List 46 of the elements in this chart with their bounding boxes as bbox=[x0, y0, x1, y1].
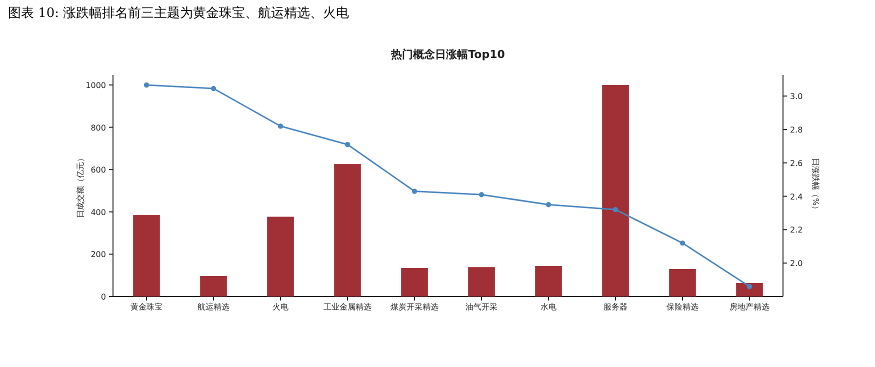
y-tick-label: 200 bbox=[90, 250, 106, 260]
point bbox=[210, 86, 216, 92]
point bbox=[546, 202, 552, 208]
point bbox=[278, 124, 284, 129]
bar bbox=[401, 268, 428, 296]
y-tick-label: 800 bbox=[90, 123, 106, 132]
x-tick-label: 水电 bbox=[540, 302, 556, 312]
x-tick-label: 航运精选 bbox=[198, 302, 230, 312]
y-tick-label: 600 bbox=[90, 166, 106, 175]
x-tick-label: 火电 bbox=[272, 302, 288, 312]
bar bbox=[468, 267, 495, 296]
point bbox=[612, 207, 618, 212]
x-tick-label: 服务器 bbox=[604, 302, 628, 312]
y-tick-label: 400 bbox=[90, 208, 106, 217]
y-tick-label: 0 bbox=[100, 292, 106, 302]
y2-tick-label: 2.8 bbox=[790, 125, 803, 134]
point bbox=[412, 188, 418, 194]
x-tick-label: 房地产精选 bbox=[730, 302, 770, 312]
y2-tick-label: 2.4 bbox=[790, 192, 803, 202]
x-tick-label: 黄金珠宝 bbox=[130, 302, 162, 312]
y-tick-label: 1000 bbox=[86, 80, 106, 90]
chart-subtitle: 热门概念日涨幅Top10 bbox=[390, 48, 506, 61]
point bbox=[144, 82, 150, 88]
x-tick-label: 保险精选 bbox=[666, 302, 698, 312]
point bbox=[478, 192, 484, 198]
point bbox=[746, 284, 752, 290]
bar bbox=[267, 216, 294, 296]
y2-tick-label: 3.0 bbox=[790, 92, 803, 102]
bar bbox=[736, 282, 763, 296]
bar bbox=[334, 164, 361, 296]
y2-tick-label: 2.6 bbox=[790, 158, 803, 168]
chart-title: 图表 10: 涨跌幅排名前三主题为黄金珠宝、航运精选、火电 bbox=[8, 5, 350, 21]
y2-tick-label: 2.0 bbox=[790, 259, 803, 268]
bar bbox=[200, 276, 227, 296]
bar bbox=[669, 269, 696, 296]
point bbox=[680, 240, 686, 246]
point bbox=[344, 142, 350, 148]
bar bbox=[133, 215, 160, 296]
bar bbox=[535, 266, 562, 296]
x-tick-label: 工业金属精选 bbox=[324, 302, 372, 312]
y-axis-title: 日成交额（亿元） bbox=[76, 154, 85, 218]
x-tick-label: 煤炭开采精选 bbox=[390, 302, 438, 312]
bar bbox=[602, 84, 629, 296]
x-tick-label: 油气开采 bbox=[466, 302, 498, 312]
y2-axis-title: 日涨跌幅（%） bbox=[811, 158, 820, 214]
y2-tick-label: 2.2 bbox=[790, 226, 803, 235]
